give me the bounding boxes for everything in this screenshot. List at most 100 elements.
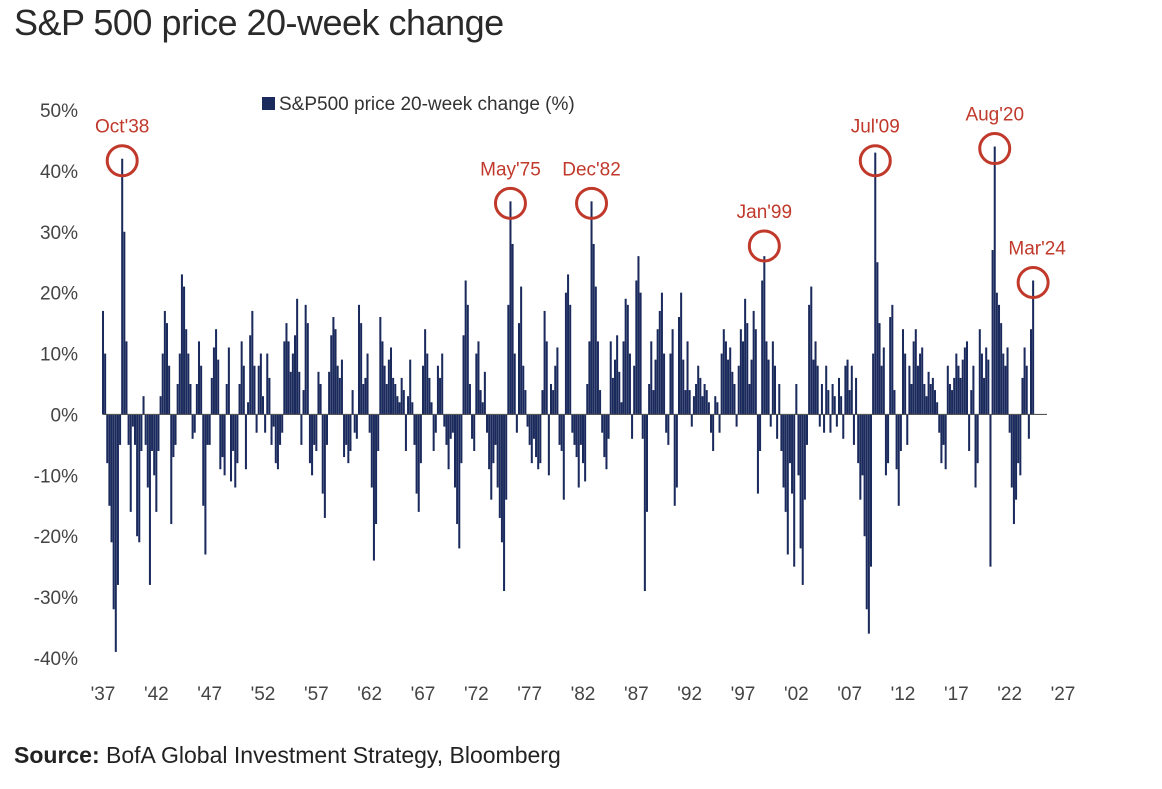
bar xyxy=(752,310,755,415)
bar xyxy=(997,304,1001,415)
bar xyxy=(560,414,563,451)
bar xyxy=(1015,414,1018,500)
x-tick-label: '52 xyxy=(251,684,276,705)
bar xyxy=(466,304,469,415)
bar xyxy=(547,414,550,476)
y-tick-label: -20% xyxy=(34,527,78,548)
bar xyxy=(445,414,448,445)
bar xyxy=(187,353,190,415)
bar xyxy=(509,201,512,415)
bar xyxy=(123,231,126,415)
bar xyxy=(319,384,322,415)
bar xyxy=(183,286,186,415)
bar xyxy=(1017,414,1020,464)
bar xyxy=(607,414,610,439)
bar xyxy=(805,414,809,445)
bar xyxy=(782,414,785,488)
bar xyxy=(953,377,956,415)
bar xyxy=(944,414,947,470)
x-tick-label: '97 xyxy=(731,684,756,705)
bar xyxy=(172,414,175,458)
bar xyxy=(249,335,252,415)
bar xyxy=(543,310,546,415)
annotations: Oct'38 May'75 Dec'82 Jan'99 Jul'09 Aug'20 Mar'… xyxy=(95,105,1066,299)
source-text: BofA Global Investment Strategy, Bloombe… xyxy=(106,742,561,768)
bar xyxy=(210,377,213,415)
bar xyxy=(831,384,834,415)
bar xyxy=(579,414,582,445)
legend-swatch xyxy=(262,97,275,110)
bar xyxy=(637,256,640,415)
bar xyxy=(483,371,486,415)
bar xyxy=(1029,329,1033,415)
bar xyxy=(129,414,132,512)
bar xyxy=(379,317,382,415)
highlight-circle xyxy=(858,144,892,178)
bar xyxy=(765,341,768,415)
bar xyxy=(464,280,467,415)
bar xyxy=(795,384,798,415)
bar xyxy=(355,414,358,439)
bar xyxy=(861,414,864,476)
bar xyxy=(667,414,670,445)
bar xyxy=(500,414,503,543)
bar xyxy=(669,353,672,415)
bar xyxy=(933,390,937,415)
bar xyxy=(663,353,666,415)
bar xyxy=(901,329,905,415)
bar xyxy=(144,414,147,445)
bar xyxy=(289,371,292,415)
bar xyxy=(370,414,373,488)
bar xyxy=(588,341,591,415)
bar xyxy=(808,304,811,415)
bar xyxy=(532,414,535,439)
bar xyxy=(281,414,284,433)
bar xyxy=(208,414,211,445)
bar xyxy=(724,341,727,415)
bar xyxy=(227,347,230,415)
bar xyxy=(153,414,156,476)
bar xyxy=(362,384,365,415)
bar xyxy=(419,414,422,464)
highlight-circle xyxy=(1016,265,1050,299)
bar xyxy=(264,414,267,433)
bar xyxy=(648,384,651,415)
bar xyxy=(451,414,454,433)
bar xyxy=(633,365,636,415)
bar xyxy=(865,414,868,610)
bar xyxy=(931,377,934,415)
bar xyxy=(261,396,265,415)
bar xyxy=(590,201,593,415)
bar xyxy=(349,414,352,451)
bar xyxy=(270,414,273,445)
source-label: Source: xyxy=(14,742,100,768)
bar xyxy=(863,414,866,537)
bar xyxy=(923,384,926,415)
bar xyxy=(567,274,570,415)
bar xyxy=(904,353,907,415)
bar xyxy=(948,384,951,415)
bar xyxy=(276,414,279,470)
bar xyxy=(577,414,580,488)
x-tick-label: '02 xyxy=(784,684,809,705)
bar xyxy=(575,414,578,458)
bar xyxy=(976,414,979,464)
bar xyxy=(624,298,627,415)
highlight-circle xyxy=(978,132,1012,166)
bar xyxy=(159,396,162,415)
bar xyxy=(168,365,171,415)
bar xyxy=(965,341,969,415)
bar xyxy=(515,414,518,433)
bar xyxy=(803,414,806,500)
bar xyxy=(185,329,188,415)
bar xyxy=(983,377,986,415)
bar xyxy=(404,414,407,451)
bar xyxy=(471,414,474,439)
bar xyxy=(882,347,885,415)
bar xyxy=(763,256,766,415)
bar xyxy=(330,335,333,415)
bar xyxy=(413,414,416,445)
bar xyxy=(236,414,239,464)
x-tick-label: '47 xyxy=(197,684,222,705)
